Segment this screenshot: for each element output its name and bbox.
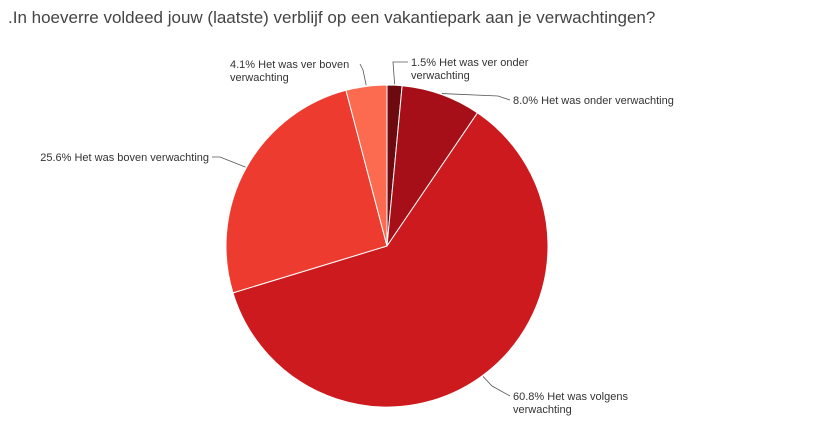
pie-slices [225,84,549,408]
slice-label-onder: 8.0% Het was onder verwachting [513,95,674,107]
leader-line-ver-boven [359,63,367,86]
leader-lines [212,61,511,397]
slice-label-ver-onder: 1.5% Het was ver onder verwachting [411,57,529,82]
leader-line-ver-onder [392,61,408,85]
leader-line-volgens [482,376,511,397]
leader-line-onder [441,93,511,101]
slice-labels: 1.5% Het was ver onder verwachting 8.0% He… [40,57,674,416]
pie-slice-boven [225,89,388,294]
slice-label-boven: 25.6% Het was boven verwachting [40,152,209,164]
leader-line-boven [212,156,246,168]
slice-label-ver-boven: 4.1% Het was ver boven verwachting [230,59,349,84]
pie-slice-ver-boven [345,84,388,247]
pie-slice-volgens [232,112,549,408]
slice-label-volgens: 60.8% Het was volgens verwachting [513,391,628,416]
chart-title: .In hoeverre voldeed jouw (laatste) verb… [8,8,656,27]
